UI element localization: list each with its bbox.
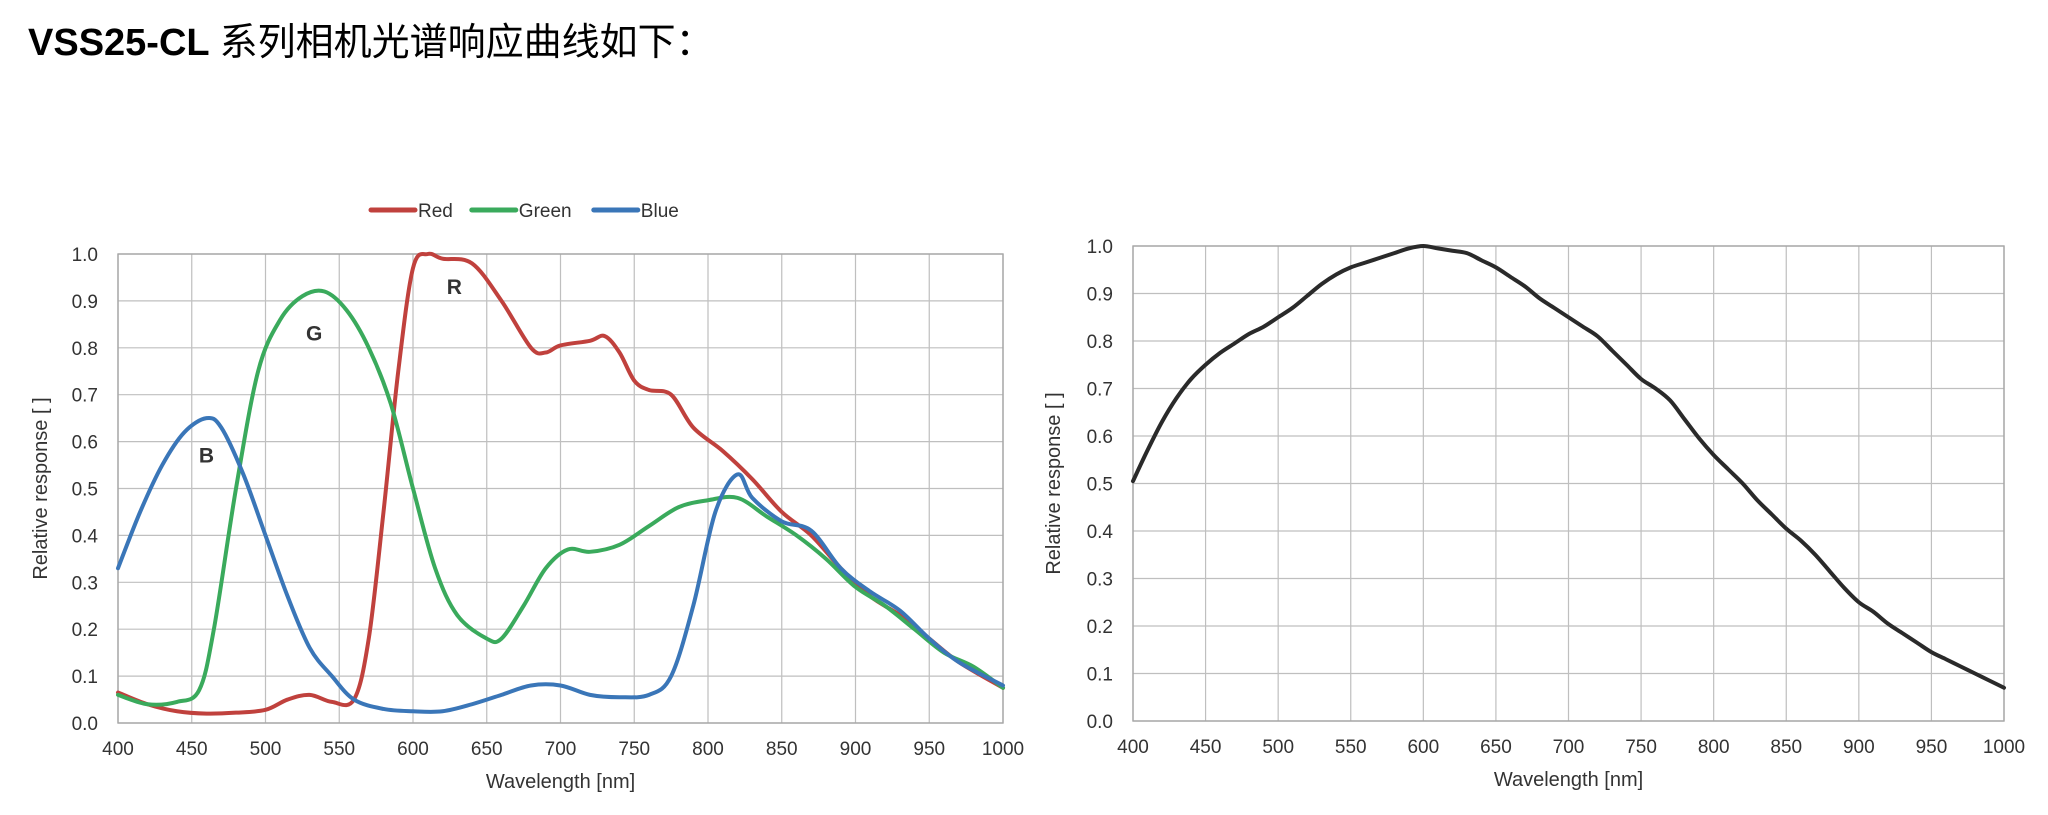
legend-label-red: Red	[418, 201, 453, 222]
right-chart-x-tick-label: 550	[1335, 737, 1367, 758]
left-chart-series-line-green	[116, 288, 1005, 707]
left-chart-annotation: R	[447, 276, 462, 299]
right-chart-x-tick-label: 400	[1117, 737, 1149, 758]
right-chart-x-tick-label: 750	[1625, 737, 1657, 758]
left-chart-y-tick-label: 0.8	[72, 339, 98, 360]
page-heading: VSS25-CL 系列相机光谱响应曲线如下：	[28, 16, 714, 69]
left-chart-plot-frame	[117, 253, 1004, 724]
right-chart-y-tick-label: 0.4	[1087, 522, 1114, 543]
right-chart-series-line-response	[1131, 244, 2006, 690]
left-chart-x-tick-label: 950	[913, 739, 945, 760]
left-chart-x-tick-label: 850	[766, 739, 798, 760]
left-chart-legend: Red Green Blue	[368, 201, 679, 222]
left-chart-x-tick-label: 1000	[982, 739, 1024, 760]
right-chart-y-tick-label: 1.0	[1087, 237, 1113, 258]
left-chart-y-tick-label: 0.6	[72, 433, 98, 454]
right-chart-y-tick-label: 0.2	[1087, 617, 1113, 638]
left-chart-x-tick-label: 900	[840, 739, 872, 760]
right-chart-y-tick-label: 0.6	[1087, 427, 1113, 448]
left-chart-y-tick-label: 1.0	[72, 245, 98, 266]
right-chart-x-axis-label: Wavelength [nm]	[1494, 769, 1643, 791]
left-chart-y-tick-label: 0.1	[72, 667, 98, 688]
legend-label-green: Green	[519, 201, 572, 222]
left-chart-y-tick-label: 0.5	[72, 480, 98, 501]
left-chart-annotation: B	[199, 445, 214, 468]
right-chart-x-tick-label: 700	[1553, 737, 1585, 758]
right-chart-y-tick-label: 0.0	[1087, 712, 1113, 733]
right-chart-y-tick-label: 0.5	[1087, 475, 1113, 496]
left-chart-x-tick-label: 500	[250, 739, 282, 760]
right-chart-x-tick-label: 600	[1407, 737, 1439, 758]
right-chart-x-tick-label: 850	[1770, 737, 1802, 758]
rgb-spectral-response-chart: 400 450 500 550 600 650 700 750 800 850 900 950 1000…	[30, 201, 1024, 793]
left-chart-x-tick-label: 450	[176, 739, 208, 760]
left-chart-y-tick-label: 0.4	[72, 526, 99, 547]
left-chart-annotation: G	[306, 323, 322, 346]
left-chart-y-tick-label: 0.3	[72, 573, 98, 594]
left-chart-y-axis-label: Relative response [ ]	[30, 397, 52, 579]
right-chart-y-tick-label: 0.9	[1087, 285, 1113, 306]
right-chart-x-tick-label: 900	[1843, 737, 1875, 758]
left-chart-x-tick-label: 650	[471, 739, 503, 760]
right-chart-x-tick-label: 950	[1916, 737, 1948, 758]
right-chart-x-tick-label: 500	[1262, 737, 1294, 758]
right-chart-plot-frame	[1132, 245, 2005, 722]
left-chart-series-line-blue	[116, 415, 1005, 714]
right-chart-y-tick-label: 0.7	[1087, 380, 1113, 401]
right-chart-x-tick-label: 450	[1190, 737, 1222, 758]
left-chart-y-tick-label: 0.0	[72, 714, 98, 735]
left-chart-y-tick-label: 0.7	[72, 386, 98, 407]
left-chart-x-tick-label: 550	[323, 739, 355, 760]
left-chart-x-axis-label: Wavelength [nm]	[486, 771, 635, 793]
left-chart-y-tick-label: 0.2	[72, 620, 98, 641]
heading-model: VSS25-CL	[28, 22, 210, 64]
right-chart-y-tick-label: 0.1	[1087, 665, 1113, 686]
left-chart-x-tick-label: 750	[618, 739, 650, 760]
right-chart-x-tick-label: 800	[1698, 737, 1730, 758]
right-chart-x-tick-label: 650	[1480, 737, 1512, 758]
right-chart-y-axis-label: Relative response [ ]	[1043, 392, 1065, 574]
right-chart-y-tick-label: 0.8	[1087, 332, 1113, 353]
left-chart-x-tick-label: 400	[102, 739, 134, 760]
mono-spectral-response-chart: 400 450 500 550 600 650 700 750 800 850 900 950 1000…	[1043, 237, 2025, 791]
right-chart-x-tick-label: 1000	[1983, 737, 2025, 758]
left-chart-x-tick-label: 700	[545, 739, 577, 760]
left-chart-x-tick-label: 800	[692, 739, 724, 760]
legend-label-blue: Blue	[641, 201, 679, 222]
heading-text: 系列相机光谱响应曲线如下：	[219, 20, 714, 64]
left-chart-y-tick-label: 0.9	[72, 292, 98, 313]
right-chart-y-tick-label: 0.3	[1087, 570, 1113, 591]
left-chart-x-tick-label: 600	[397, 739, 429, 760]
